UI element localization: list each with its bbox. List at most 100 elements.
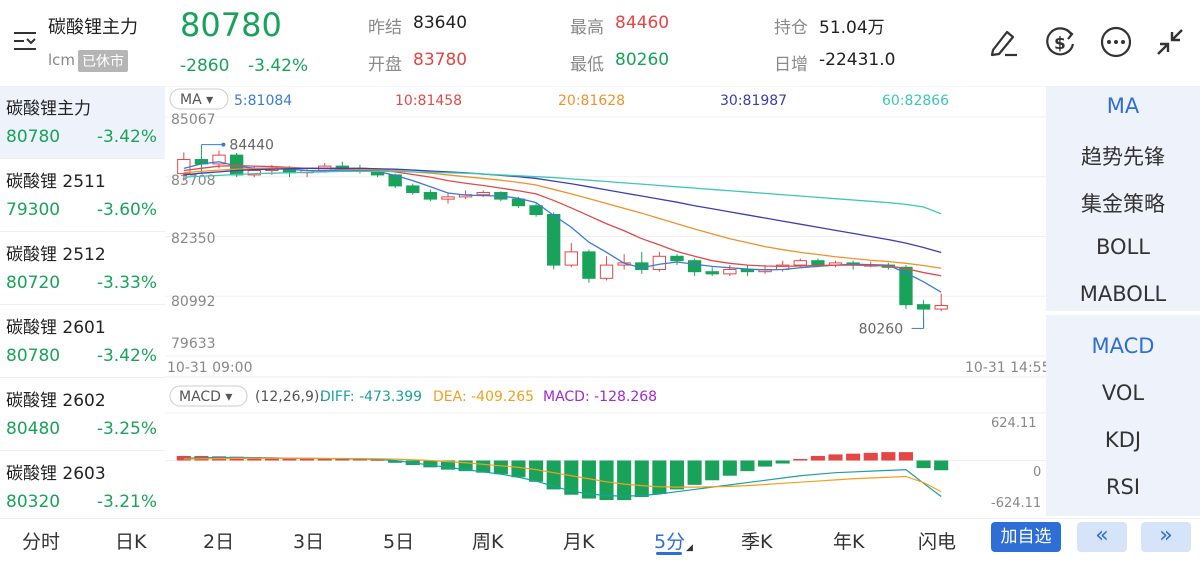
currency-switch-icon[interactable]: $ [1043,24,1079,60]
macd-bar [828,454,843,461]
macd-bar [388,460,403,463]
prev-button[interactable]: « [1077,522,1127,552]
high-marker-dot [221,142,226,147]
stat-label: 开盘 [368,55,402,75]
macd-bar [335,458,350,461]
period-tab[interactable]: 月K [563,531,595,553]
macd-bar [511,460,526,478]
market-status-badge: 已休市 [78,50,128,72]
macd-bar [634,460,649,498]
period-tab[interactable]: 周K [472,531,504,553]
contract-list-item[interactable]: 碳酸锂 2511 79300 -3.60% [0,159,165,232]
period-tab[interactable]: 日K [115,531,147,553]
macd-bar [423,460,438,468]
contract-list-item[interactable]: 碳酸锂 2603 80320 -3.21% [0,451,165,524]
kline-chart[interactable]: MA ▾ 5:81084 10:81458 20:81628 30:81987 60:82… [165,86,1046,518]
period-tab[interactable]: 5分 [654,531,686,553]
macd-bar [863,452,878,461]
candle [705,267,719,277]
macd-bar [810,455,825,461]
quote-header: 碳酸锂主力 lcm 已休市 80780 -2860 -3.42% 昨结 83640… [0,0,1200,86]
period-tab[interactable]: 5日 [383,531,415,553]
indicator-option[interactable]: MACD [1091,334,1155,358]
next-button[interactable]: » [1141,522,1191,552]
macd-selector[interactable]: MACD ▾ [169,385,248,407]
price-axis-label: 82350 [171,231,216,247]
ma-value: 60:82866 [882,93,949,109]
contract-list-item[interactable]: 碳酸锂 2601 80780 -3.42% [0,305,165,378]
contract-name: 碳酸锂 2603 [6,464,106,484]
ma-line [183,170,942,215]
more-icon[interactable] [1099,25,1133,59]
ma-selector[interactable]: MA ▾ [169,88,229,110]
candle [423,189,438,202]
stat-value: -22431.0 [819,50,896,70]
macd-bar [546,460,561,490]
ma-value: 10:81458 [395,93,462,109]
contract-list: 碳酸锂主力 80780 -3.42% 碳酸锂 2511 79300 -3.60% 碳酸锂 2… [0,86,165,524]
macd-bar [564,460,579,495]
indicator-option[interactable]: KDJ [1104,428,1142,452]
macd-bar [282,457,297,461]
svg-text:$: $ [1054,34,1066,54]
contract-list-item[interactable]: 碳酸锂 2512 80720 -3.33% [0,232,165,305]
candle [529,203,543,217]
macd-bar [493,460,508,475]
indicator-option[interactable]: MA [1106,94,1140,118]
macd-bar [581,460,596,499]
contract-name: 碳酸锂 2602 [6,391,106,411]
ma-line [183,161,942,293]
stat-value: 51.04万 [819,18,885,38]
candle [406,183,420,195]
period-tab[interactable]: 年K [833,531,865,553]
collapse-icon[interactable] [1154,26,1186,58]
low-marker-label: 80260 [859,321,904,337]
contract-name: 碳酸锂主力 [6,99,91,119]
contract-title: 碳酸锂主力 [48,17,138,38]
contract-change-pct: -3.21% [96,492,157,512]
contract-list-item[interactable]: 碳酸锂 2602 80480 -3.25% [0,378,165,451]
macd-bar [599,460,614,501]
stat-value: 83780 [413,50,468,70]
macd-params: (12,26,9): [255,389,324,405]
period-tab[interactable]: 闪电 [918,531,957,553]
indicator-option[interactable]: 集金策略 [1081,192,1165,216]
add-watchlist-button[interactable]: 加自选 [991,522,1061,552]
period-tab[interactable]: 3日 [293,531,325,553]
macd-bar [687,460,702,485]
macd-bar [652,460,667,494]
price-axis-label: 80992 [171,294,216,310]
indicator-option[interactable]: 趋势先锋 [1081,145,1165,169]
period-tab[interactable]: 季K [741,531,773,553]
list-filter-icon[interactable] [12,30,38,52]
stat-label: 昨结 [368,18,402,38]
contract-list-item[interactable]: 碳酸锂主力 80780 -3.42% [0,86,165,159]
indicator-option[interactable]: MABOLL [1079,282,1167,306]
last-price: 80780 [180,6,282,44]
contract-code: lcm [48,51,76,69]
indicator-option[interactable]: VOL [1101,381,1145,405]
macd-bar [317,458,332,461]
macd-bar [793,458,808,461]
macd-bar [934,460,949,471]
macd-bar [370,459,385,461]
macd-bar [775,460,790,464]
period-tab[interactable]: 2日 [203,531,235,553]
indicator-option[interactable]: RSI [1105,475,1141,499]
contract-price: 80720 [6,273,61,293]
indicator-option[interactable]: BOLL [1096,235,1150,259]
stat-value: 80260 [615,50,670,70]
candle [441,192,455,204]
macd-bar [300,458,315,461]
price-axis-label: 85067 [171,112,216,128]
macd-bar [617,460,632,501]
contract-change-pct: -3.33% [96,273,157,293]
macd-diff: DIFF: -473.399 [320,389,422,405]
candle [599,256,614,281]
candle [212,150,226,169]
period-tab[interactable]: 分时 [22,531,61,553]
macd-axis-label: -624.11 [991,496,1041,511]
draw-pen-icon[interactable] [987,26,1021,58]
high-marker-label: 84440 [229,138,274,154]
